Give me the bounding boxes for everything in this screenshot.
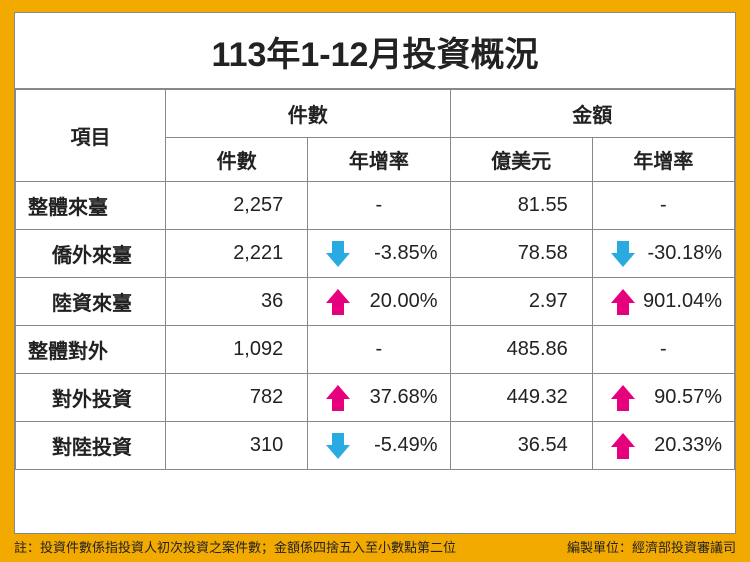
table-row: 陸資來臺36 20.00% 2.97 901.04% — [16, 278, 735, 326]
page-title: 113年1-12月投資概況 — [15, 13, 735, 89]
row-count-rate: -3.85% — [308, 230, 450, 278]
row-count-rate: - — [308, 182, 450, 230]
table-row: 僑外來臺2,221 -3.85% 78.58 -30.18% — [16, 230, 735, 278]
table-row: 整體對外1,092 - 485.86 - — [16, 326, 735, 374]
row-amount: 2.97 — [450, 278, 592, 326]
arrow-up-icon — [609, 287, 637, 317]
arrow-up-icon — [609, 383, 637, 413]
header-amount: 億美元 — [450, 138, 592, 182]
rate-value: - — [660, 338, 667, 360]
rate-value: - — [376, 338, 383, 360]
header-count-group: 件數 — [166, 90, 451, 138]
rate-value: 901.04% — [643, 290, 722, 312]
row-amount: 36.54 — [450, 422, 592, 470]
row-count: 782 — [166, 374, 308, 422]
arrow-up-icon — [324, 287, 352, 317]
row-count-rate: 37.68% — [308, 374, 450, 422]
row-amount: 485.86 — [450, 326, 592, 374]
footer-source: 編製單位：經濟部投資審議司 — [567, 537, 736, 556]
arrow-up-icon — [609, 431, 637, 461]
rate-value: - — [660, 194, 667, 216]
table-row: 對外投資782 37.68% 449.32 90.57% — [16, 374, 735, 422]
row-amount-rate: -30.18% — [592, 230, 734, 278]
footer: 註：投資件數係指投資人初次投資之案件數；金額係四捨五入至小數點第二位 編製單位：… — [14, 537, 736, 556]
rate-value: 20.00% — [370, 290, 438, 312]
row-amount-rate: - — [592, 326, 734, 374]
row-count-rate: 20.00% — [308, 278, 450, 326]
rate-value: -5.49% — [374, 434, 437, 456]
row-amount: 81.55 — [450, 182, 592, 230]
row-item: 整體對外 — [16, 326, 166, 374]
row-item: 對外投資 — [16, 374, 166, 422]
header-count-rate: 年增率 — [308, 138, 450, 182]
row-item: 整體來臺 — [16, 182, 166, 230]
header-item: 項目 — [16, 90, 166, 182]
table-row: 對陸投資310 -5.49% 36.54 20.33% — [16, 422, 735, 470]
row-count: 2,257 — [166, 182, 308, 230]
row-item: 陸資來臺 — [16, 278, 166, 326]
row-item: 僑外來臺 — [16, 230, 166, 278]
row-count: 1,092 — [166, 326, 308, 374]
arrow-down-icon — [609, 239, 637, 269]
investment-table: 項目 件數 金額 件數 年增率 億美元 年增率 整體來臺2,257-81.55-… — [15, 89, 735, 470]
row-count: 36 — [166, 278, 308, 326]
rate-value: 37.68% — [370, 386, 438, 408]
rate-value: 90.57% — [654, 386, 722, 408]
row-amount-rate: 901.04% — [592, 278, 734, 326]
row-count-rate: -5.49% — [308, 422, 450, 470]
arrow-up-icon — [324, 383, 352, 413]
row-item: 對陸投資 — [16, 422, 166, 470]
arrow-down-icon — [324, 431, 352, 461]
row-amount-rate: - — [592, 182, 734, 230]
row-amount-rate: 20.33% — [592, 422, 734, 470]
row-count: 310 — [166, 422, 308, 470]
table-row: 整體來臺2,257 - 81.55 - — [16, 182, 735, 230]
rate-value: - — [376, 194, 383, 216]
rate-value: -3.85% — [374, 242, 437, 264]
rate-value: 20.33% — [654, 434, 722, 456]
footer-note: 註：投資件數係指投資人初次投資之案件數；金額係四捨五入至小數點第二位 — [14, 537, 456, 556]
outer-frame: 113年1-12月投資概況 項目 件數 金額 件數 年增率 億美元 年增率 — [0, 0, 750, 562]
row-amount: 78.58 — [450, 230, 592, 278]
arrow-down-icon — [324, 239, 352, 269]
rate-value: -30.18% — [648, 242, 723, 264]
header-count: 件數 — [166, 138, 308, 182]
card: 113年1-12月投資概況 項目 件數 金額 件數 年增率 億美元 年增率 — [14, 12, 736, 534]
header-amount-rate: 年增率 — [592, 138, 734, 182]
row-amount-rate: 90.57% — [592, 374, 734, 422]
row-amount: 449.32 — [450, 374, 592, 422]
row-count-rate: - — [308, 326, 450, 374]
header-amount-group: 金額 — [450, 90, 735, 138]
table-body: 整體來臺2,257 - 81.55 - 僑外來臺2,221 -3.85% 78.58 -30.… — [16, 182, 735, 470]
row-count: 2,221 — [166, 230, 308, 278]
